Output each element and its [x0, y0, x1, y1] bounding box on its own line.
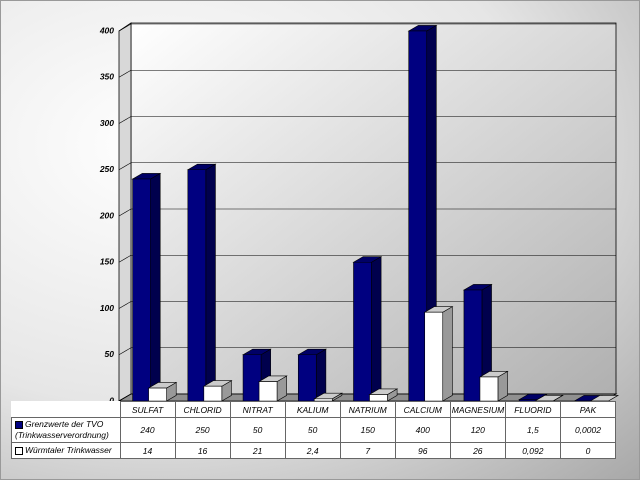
bar-face — [297, 354, 317, 402]
side-wall — [118, 22, 132, 402]
bar — [297, 348, 327, 402]
data-label: 120 — [449, 417, 506, 443]
bar-face — [187, 169, 207, 402]
data-label: 50 — [229, 417, 286, 443]
grid-line — [118, 208, 132, 217]
corner-cell — [12, 402, 121, 418]
data-label: 0 — [559, 442, 617, 459]
x-tick-label: NITRAT — [229, 401, 286, 418]
legend-label: Würmtaler Trinkwasser — [25, 445, 112, 455]
data-label: 1,5 — [504, 417, 561, 443]
bar-face — [479, 376, 499, 402]
grid-line — [118, 347, 132, 356]
data-table: SULFAT CHLORID NITRAT KALIUM NATRIUM CALCIUM M… — [11, 401, 617, 459]
bar-face — [371, 256, 382, 402]
data-label: 16 — [174, 442, 231, 459]
bar — [202, 380, 233, 402]
x-tick-label: SULFAT — [119, 401, 176, 418]
data-label: 26 — [449, 442, 506, 459]
bar-face — [150, 172, 161, 402]
data-label: 400 — [394, 417, 451, 443]
y-tick-label: 0 — [109, 395, 114, 405]
bar — [352, 256, 383, 402]
grid-line — [118, 393, 132, 402]
grid-line — [118, 23, 132, 32]
bar — [257, 375, 288, 402]
bar-face — [242, 354, 262, 402]
legend-label: Grenzwerte der TVO (Trinkwasserverordnun… — [15, 419, 109, 440]
grid-line — [118, 162, 132, 171]
data-label: 7 — [339, 442, 396, 459]
data-label: 21 — [229, 442, 286, 459]
bar — [313, 392, 343, 402]
x-tick-label: KALIUM — [284, 401, 341, 418]
y-tick-label: 100 — [100, 303, 114, 313]
data-label: 250 — [174, 417, 231, 443]
data-label: 0,0002 — [559, 417, 617, 443]
data-label: 2,4 — [284, 442, 341, 459]
legend-marker — [15, 421, 23, 429]
bar-face — [148, 387, 167, 402]
bar-face — [132, 178, 151, 402]
y-tick-label: 200 — [99, 210, 114, 220]
legend-cell: Grenzwerte der TVO (Trinkwasserverordnun… — [11, 417, 121, 443]
data-label: 150 — [339, 417, 396, 443]
bar — [423, 306, 454, 402]
x-tick-label: NATRIUM — [339, 401, 396, 418]
data-label: 240 — [119, 417, 176, 443]
bar — [131, 172, 162, 402]
grid-line — [118, 69, 132, 78]
x-tick-label: FLUORID — [504, 401, 561, 418]
bar-face — [408, 30, 428, 402]
x-tick-label: CHLORID — [174, 401, 231, 418]
series-row: Würmtaler Trinkwasser 14 16 21 2,4 7 96 26 0,092… — [11, 442, 617, 459]
bar — [186, 163, 217, 402]
bar-face — [203, 385, 223, 402]
bar — [147, 381, 178, 402]
bar-face — [205, 163, 216, 402]
bar — [534, 394, 564, 402]
bar-face — [442, 306, 453, 402]
y-tick-label: 150 — [100, 257, 114, 267]
y-tick-label: 300 — [100, 118, 114, 128]
data-label: 96 — [394, 442, 451, 459]
header-row: SULFAT CHLORID NITRAT KALIUM NATRIUM CALCIUM M… — [12, 401, 617, 418]
y-tick-label: 400 — [99, 25, 114, 35]
x-tick-label: PAK — [559, 401, 617, 418]
grid-line — [118, 254, 132, 263]
bar-face — [424, 311, 444, 402]
y-tick-label: 250 — [99, 164, 114, 174]
bar-face — [463, 289, 483, 402]
x-tick-label: MAGNESIUM — [449, 401, 506, 418]
x-tick-label: CALCIUM — [394, 401, 451, 418]
legend-marker — [15, 447, 23, 455]
legend-cell: Würmtaler Trinkwasser — [11, 442, 121, 459]
data-label: 0,092 — [504, 442, 561, 459]
bar-face — [353, 261, 372, 402]
data-label: 50 — [284, 417, 341, 443]
bar — [478, 370, 509, 402]
grid-line — [118, 116, 132, 124]
y-tick-label: 50 — [105, 349, 115, 359]
data-label: 14 — [119, 442, 176, 459]
series-row: Grenzwerte der TVO (Trinkwasserverordnun… — [11, 417, 617, 443]
grid-line — [118, 301, 132, 309]
y-tick-label: 350 — [100, 72, 114, 82]
bar-face — [258, 381, 278, 402]
